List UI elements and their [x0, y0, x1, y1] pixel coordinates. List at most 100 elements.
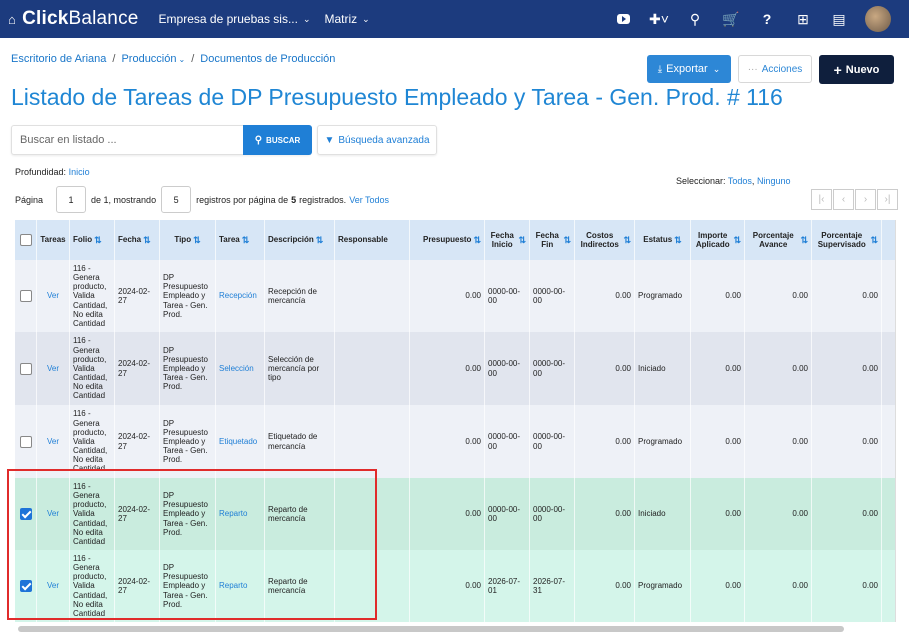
header-porcentaje-supervisado[interactable]: Porcentaje Supervisado ⇅ — [812, 220, 882, 260]
tarea-link[interactable]: Selección — [216, 332, 265, 405]
header-estatus[interactable]: Estatus ⇅ — [635, 220, 691, 260]
select-none-link[interactable]: Ninguno — [756, 176, 791, 186]
search-icon[interactable]: ⚲ — [689, 10, 701, 27]
export-button[interactable]: ⤓ Exportar ⌄ — [647, 55, 731, 83]
row-select-cell[interactable] — [15, 478, 37, 550]
search-input[interactable] — [12, 126, 243, 154]
select-all-link[interactable]: Todos — [727, 176, 752, 186]
row-selector: Seleccionar: Todos, Ninguno — [676, 176, 790, 186]
header-porcentaje-avance[interactable]: Porcentaje Avance ⇅ — [745, 220, 812, 260]
header-tarea[interactable]: Tarea ⇅ — [216, 220, 265, 260]
brand-logo[interactable]: ⌂ Click Balance — [8, 8, 139, 30]
header-folio[interactable]: Folio ⇅ — [70, 220, 115, 260]
first-page-icon[interactable]: |‹ — [811, 189, 832, 210]
tarea-link[interactable]: Reparto — [216, 550, 265, 622]
view-link[interactable]: Ver — [37, 478, 70, 550]
advanced-search-label: Búsqueda avanzada — [338, 134, 430, 146]
table-row: Ver 116 - Genera producto, Valida Cantid… — [15, 478, 895, 550]
horizontal-scrollbar[interactable] — [18, 626, 844, 632]
avatar[interactable] — [865, 6, 891, 32]
advanced-search-button[interactable]: ▼ Búsqueda avanzada — [317, 125, 437, 155]
row-select-cell[interactable] — [15, 550, 37, 622]
view-link[interactable]: Ver — [37, 550, 70, 622]
per-page-input[interactable]: 5 — [161, 186, 192, 213]
sort-icon: ⇅ — [623, 234, 631, 245]
youtube-icon[interactable] — [605, 14, 641, 24]
breadcrumb-item-produccion[interactable]: Producción ⌄ — [121, 53, 185, 65]
header-importe-aplicado[interactable]: Importe Aplicado ⇅ — [691, 220, 745, 260]
header-tarea-label: Tarea — [219, 235, 240, 245]
row-select-cell[interactable] — [15, 260, 37, 332]
nuevo-button[interactable]: + Nuevo — [819, 55, 894, 84]
header-descripcion[interactable]: Descripción ⇅ — [265, 220, 335, 260]
search-button[interactable]: ⚲ BUSCAR — [243, 125, 312, 155]
fecha-fin-cell: 0000-00-00 — [530, 332, 575, 405]
table-row: Ver 116 - Genera producto, Valida Cantid… — [15, 332, 895, 405]
header-costos-label: Costos Indirectos — [580, 230, 619, 249]
header-fecha-inicio[interactable]: Fecha Inicio ⇅ — [485, 220, 530, 260]
header-supervisado-label: Porcentaje Supervisado — [817, 230, 866, 249]
table-row: Ver 116 - Genera producto, Valida Cantid… — [15, 260, 895, 332]
acciones-label: Acciones — [761, 63, 803, 75]
row-select-cell[interactable] — [15, 405, 37, 478]
tarea-link[interactable]: Recepción — [216, 260, 265, 332]
row-checkbox[interactable] — [19, 362, 32, 375]
calendar-icon[interactable]: ▤ — [832, 10, 846, 27]
tipo-cell: DP Presupuesto Empleado y Tarea - Gen. P… — [160, 405, 216, 478]
breadcrumb-separator: / — [191, 53, 195, 65]
fecha-inicio-cell: 2026-07-01 — [485, 550, 530, 622]
descripcion-cell: Etiquetado de mercancía — [265, 405, 335, 478]
cart-icon[interactable]: 🛒 — [722, 10, 740, 27]
breadcrumb-item-escritorio[interactable]: Escritorio de Ariana — [11, 53, 107, 65]
next-page-icon[interactable]: › — [855, 189, 876, 210]
fecha-fin-cell: 0000-00-00 — [530, 405, 575, 478]
view-all-link[interactable]: Ver Todos — [349, 194, 390, 205]
breadcrumb: Escritorio de Ariana / Producción ⌄ / Doc… — [11, 53, 335, 65]
page-number-input[interactable]: 1 — [56, 186, 87, 213]
acciones-button[interactable]: ··· Acciones — [738, 55, 812, 83]
row-checkbox[interactable] — [19, 435, 32, 448]
view-link[interactable]: Ver — [37, 260, 70, 332]
header-presupuesto[interactable]: Presupuesto ⇅ — [410, 220, 485, 260]
export-label: Exportar — [666, 63, 708, 75]
select-all-checkbox[interactable] — [19, 234, 32, 246]
sort-icon: ⇅ — [870, 234, 878, 245]
breadcrumb-separator: / — [112, 53, 116, 65]
last-page-icon[interactable]: ›| — [877, 189, 898, 210]
responsable-cell — [335, 332, 410, 405]
company-dropdown[interactable]: Empresa de pruebas sis... ⌄ — [159, 12, 311, 26]
header-fecha[interactable]: Fecha ⇅ — [115, 220, 160, 260]
descripcion-cell: Reparto de mercancía — [265, 550, 335, 622]
help-icon[interactable]: ? — [762, 11, 772, 27]
header-tipo[interactable]: Tipo ⇅ — [160, 220, 216, 260]
matriz-dropdown[interactable]: Matriz ⌄ — [325, 12, 370, 26]
plus-icon[interactable]: ✚˅ — [649, 10, 669, 27]
row-checkbox[interactable] — [19, 290, 32, 302]
view-link[interactable]: Ver — [37, 405, 70, 478]
prev-page-icon[interactable]: ‹ — [833, 189, 854, 210]
presupuesto-cell: 0.00 — [410, 550, 485, 622]
brand-name-bold: Click — [22, 8, 69, 29]
chevron-down-icon: ⌄ — [362, 13, 370, 24]
importe-cell: 0.00 — [691, 478, 745, 550]
row-checkbox-checked[interactable] — [19, 508, 32, 520]
breadcrumb-produccion-label: Producción — [121, 53, 177, 65]
row-select-cell[interactable] — [15, 332, 37, 405]
view-link[interactable]: Ver — [37, 332, 70, 405]
sort-icon: ⇅ — [193, 234, 201, 245]
responsable-cell — [335, 405, 410, 478]
tarea-link[interactable]: Reparto — [216, 478, 265, 550]
row-checkbox-checked[interactable] — [19, 580, 32, 592]
header-select-all[interactable] — [15, 220, 37, 260]
header-fecha-fin[interactable]: Fecha Fin ⇅ — [530, 220, 575, 260]
tarea-link[interactable]: Etiquetado — [216, 405, 265, 478]
importe-cell: 0.00 — [691, 405, 745, 478]
breadcrumb-item-documentos[interactable]: Documentos de Producción — [200, 53, 336, 65]
header-costos-indirectos[interactable]: Costos Indirectos ⇅ — [575, 220, 635, 260]
apps-grid-icon[interactable]: ⊞ — [797, 10, 809, 27]
fecha-cell: 2024-02-27 — [115, 550, 160, 622]
presupuesto-cell: 0.00 — [410, 405, 485, 478]
fecha-inicio-cell: 0000-00-00 — [485, 260, 530, 332]
page-title: Listado de Tareas de DP Presupuesto Empl… — [11, 84, 783, 110]
depth-link-inicio[interactable]: Inicio — [68, 167, 90, 177]
